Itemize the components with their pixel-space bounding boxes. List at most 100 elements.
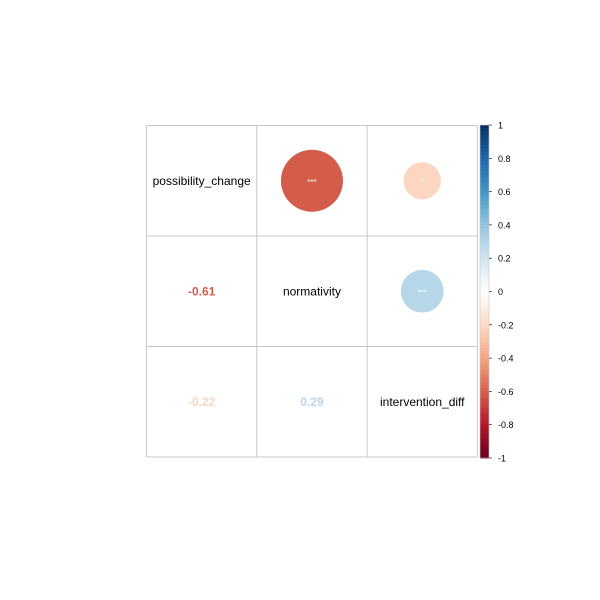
colorbar-segment bbox=[480, 224, 489, 229]
colorbar-segment bbox=[480, 141, 489, 146]
correlation-value: 0.29 bbox=[300, 395, 324, 409]
colorbar-segment bbox=[480, 418, 489, 422]
colorbar-segment bbox=[480, 164, 489, 169]
colorbar-segment bbox=[480, 364, 489, 369]
colorbar-tick-label: 0 bbox=[498, 287, 503, 297]
colorbar-segment bbox=[480, 371, 489, 376]
colorbar-segment bbox=[480, 154, 489, 159]
colorbar-segment bbox=[480, 378, 489, 383]
correlation-circle bbox=[403, 162, 441, 200]
colorbar-segment bbox=[480, 171, 489, 176]
colorbar-segment bbox=[480, 331, 489, 336]
colorbar-segment bbox=[480, 324, 489, 329]
colorbar-segment bbox=[480, 391, 489, 396]
colorbar-segment bbox=[480, 404, 489, 409]
colorbar-segment bbox=[480, 254, 489, 259]
colorbar-segment bbox=[480, 148, 489, 153]
colorbar-tick-label: -1 bbox=[498, 454, 506, 464]
colorbar-segment bbox=[480, 314, 489, 319]
colorbar-segment bbox=[480, 131, 489, 136]
colorbar: 1 0.8 0.6 0.4 0.2 0 -0.2 -0.4 -0.6 -0.8 -1 bbox=[479, 121, 514, 464]
colorbar-tick-label: 0.8 bbox=[498, 154, 511, 164]
colorbar-segment bbox=[480, 411, 489, 416]
colorbar-segment bbox=[480, 234, 489, 239]
colorbar-segment bbox=[480, 414, 489, 419]
matrix-cells: possibility_change normativity interventio… bbox=[153, 149, 465, 409]
correlation-value: -0.22 bbox=[188, 395, 216, 409]
variable-label: normativity bbox=[283, 284, 341, 298]
colorbar-segment bbox=[480, 214, 489, 219]
colorbar-segment bbox=[480, 151, 489, 156]
colorbar-segment bbox=[480, 204, 489, 209]
colorbar-segment bbox=[480, 208, 489, 213]
colorbar-segment bbox=[480, 128, 489, 133]
colorbar-segment bbox=[480, 221, 489, 226]
colorbar-segment bbox=[480, 158, 489, 163]
colorbar-segment bbox=[480, 434, 489, 439]
colorbar-segment bbox=[480, 308, 489, 313]
colorbar-segment bbox=[480, 258, 489, 263]
colorbar-segment bbox=[480, 424, 489, 429]
colorbar-tick-label: -0.6 bbox=[498, 387, 514, 397]
matrix-grid bbox=[146, 125, 478, 458]
colorbar-segment bbox=[480, 358, 489, 363]
colorbar-segment bbox=[480, 394, 489, 399]
colorbar-segment bbox=[480, 178, 489, 183]
colorbar-segment bbox=[480, 341, 489, 346]
colorbar-segment bbox=[480, 251, 489, 256]
colorbar-segment bbox=[480, 288, 489, 293]
correlation-circle bbox=[280, 149, 343, 212]
colorbar-segment bbox=[480, 201, 489, 206]
colorbar-segment bbox=[480, 454, 489, 459]
significance-label: *** bbox=[418, 288, 427, 297]
colorbar-segment bbox=[480, 241, 489, 246]
colorbar-segment bbox=[480, 438, 489, 442]
variable-label: possibility_change bbox=[153, 174, 251, 188]
colorbar-segment bbox=[480, 228, 489, 233]
colorbar-tick-label: 1 bbox=[498, 121, 503, 131]
colorbar-segment bbox=[480, 368, 489, 373]
colorbar-segment bbox=[480, 444, 489, 449]
colorbar-segment bbox=[480, 284, 489, 289]
colorbar-segment bbox=[480, 198, 489, 203]
colorbar-segment bbox=[480, 344, 489, 349]
colorbar-segment bbox=[480, 181, 489, 186]
colorbar-segment bbox=[480, 328, 489, 333]
colorbar-segment bbox=[480, 338, 489, 343]
colorbar-segment bbox=[480, 261, 489, 266]
colorbar-segment bbox=[480, 211, 489, 216]
colorbar-segment bbox=[480, 311, 489, 316]
colorbar-segment bbox=[480, 334, 489, 339]
colorbar-segment bbox=[480, 134, 489, 139]
colorbar-segment bbox=[480, 244, 489, 249]
colorbar-segment bbox=[480, 451, 489, 456]
colorbar-segment bbox=[480, 374, 489, 379]
colorbar-segment bbox=[480, 278, 489, 283]
colorbar-segment bbox=[480, 274, 489, 279]
colorbar-segment bbox=[480, 188, 489, 193]
colorbar-segment bbox=[480, 184, 489, 189]
colorbar-segment bbox=[480, 218, 489, 223]
colorbar-segment bbox=[480, 168, 489, 173]
colorbar-tick-label: 0.4 bbox=[498, 220, 511, 230]
colorbar-segment bbox=[480, 388, 489, 392]
colorbar-segment bbox=[480, 161, 489, 166]
colorbar-tick-label: -0.2 bbox=[498, 320, 514, 330]
colorbar-segment bbox=[480, 144, 489, 149]
correlation-value: -0.61 bbox=[188, 284, 216, 298]
colorbar-segment bbox=[480, 271, 489, 276]
colorbar-segment bbox=[480, 238, 489, 243]
colorbar-tick-label: 0.6 bbox=[498, 187, 511, 197]
colorbar-segment bbox=[480, 348, 489, 353]
colorbar-segment bbox=[480, 318, 489, 323]
colorbar-segment bbox=[480, 441, 489, 446]
colorbar-segment bbox=[480, 138, 489, 143]
colorbar-segment bbox=[480, 268, 489, 273]
colorbar-segment bbox=[480, 351, 489, 356]
colorbar-segment bbox=[480, 298, 489, 303]
colorbar-segment bbox=[480, 194, 489, 199]
colorbar-segment bbox=[480, 301, 489, 306]
colorbar-segment bbox=[480, 304, 489, 309]
colorbar-segment bbox=[480, 408, 489, 412]
significance-label: * bbox=[421, 178, 424, 187]
